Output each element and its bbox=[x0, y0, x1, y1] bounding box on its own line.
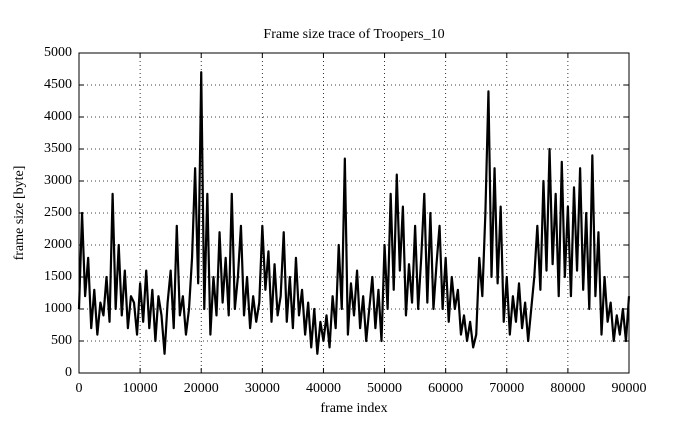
x-tick-label: 20000 bbox=[184, 381, 219, 396]
x-axis-label: frame index bbox=[320, 401, 387, 416]
y-tick-label: 4000 bbox=[44, 109, 72, 124]
x-tick-label: 40000 bbox=[306, 381, 341, 396]
x-tick-label: 60000 bbox=[428, 381, 463, 396]
y-tick-label: 4500 bbox=[44, 77, 72, 92]
y-axis-label: frame size [byte] bbox=[12, 166, 27, 261]
y-tick-label: 5000 bbox=[44, 45, 72, 60]
x-tick-label: 80000 bbox=[550, 381, 585, 396]
x-tick-label: 0 bbox=[76, 381, 83, 396]
y-tick-label: 2000 bbox=[44, 237, 72, 252]
y-tick-label: 500 bbox=[51, 333, 72, 348]
y-tick-label: 0 bbox=[65, 365, 72, 380]
x-tick-label: 50000 bbox=[367, 381, 402, 396]
plot-frame bbox=[78, 52, 630, 374]
chart-title: Frame size trace of Troopers_10 bbox=[263, 27, 444, 42]
y-tick-label: 1000 bbox=[44, 301, 72, 316]
y-tick-label: 1500 bbox=[44, 269, 72, 284]
x-tick-label: 70000 bbox=[489, 381, 524, 396]
y-tick-label: 2500 bbox=[44, 205, 72, 220]
x-tick-label: 30000 bbox=[245, 381, 280, 396]
y-tick-label: 3500 bbox=[44, 141, 72, 156]
x-tick-label: 90000 bbox=[612, 381, 647, 396]
x-tick-label: 10000 bbox=[123, 381, 158, 396]
data-line bbox=[77, 71, 631, 355]
y-tick-label: 3000 bbox=[44, 173, 72, 188]
